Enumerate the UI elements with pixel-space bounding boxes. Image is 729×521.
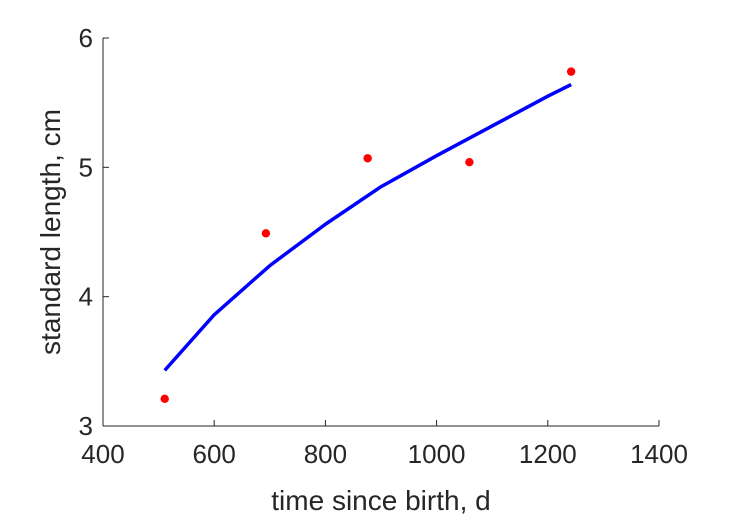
axes (102, 38, 659, 427)
data-point (261, 229, 271, 238)
data-point (465, 157, 474, 167)
x-axis-title: time since birth, d (271, 485, 490, 516)
x-tick-label: 400 (81, 439, 124, 469)
data-point (160, 394, 169, 404)
y-tick-label: 4 (79, 282, 93, 312)
x-tick-label: 1400 (630, 439, 688, 469)
y-tick-label: 5 (79, 152, 93, 182)
data-point (566, 67, 576, 76)
y-tick-label: 6 (79, 23, 93, 53)
fit-curve-line (163, 82, 572, 372)
y-tick-label: 3 (79, 411, 93, 441)
series (160, 67, 576, 404)
x-tick-label: 600 (193, 439, 236, 469)
y-axis-title: standard length, cm (35, 109, 66, 355)
ticks: 400 600 800 1000 1200 1400 3 4 5 6 (79, 23, 688, 469)
x-tick-label: 1000 (408, 439, 466, 469)
x-tick-label: 1200 (519, 439, 577, 469)
data-point (363, 154, 372, 163)
x-tick-label: 800 (304, 439, 347, 469)
